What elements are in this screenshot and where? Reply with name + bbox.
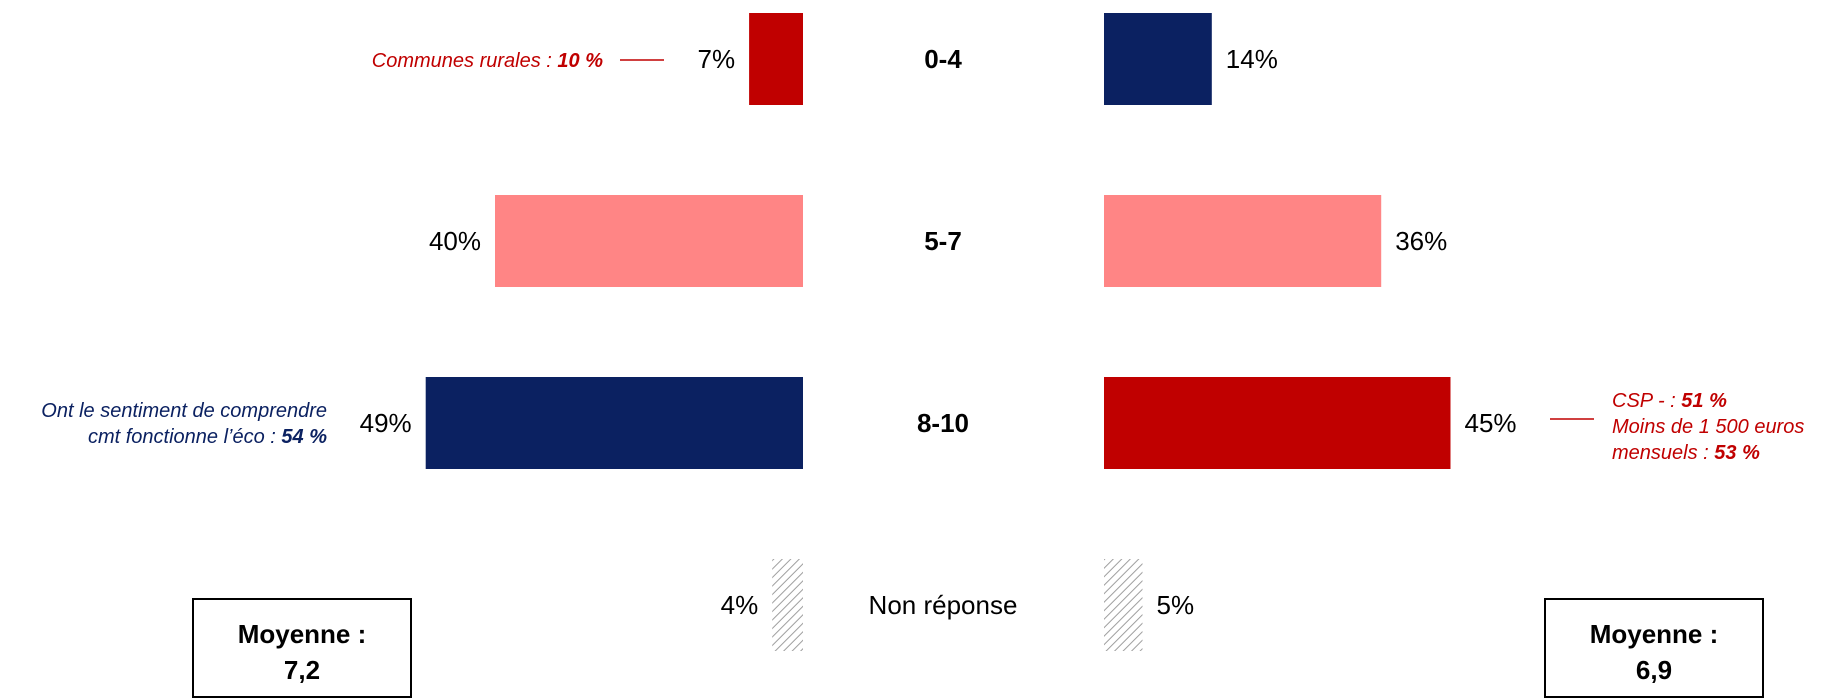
average-box-right: Moyenne : 6,9: [1544, 598, 1764, 698]
left-series-bars: [425, 13, 803, 651]
bar-left-cat-0-4: [749, 13, 803, 105]
value-label-left-cat-5-7: 40%: [429, 226, 481, 256]
average-label: Moyenne :: [237, 619, 367, 649]
average-box-left: Moyenne : 7,2: [192, 598, 412, 698]
annotation-text: Communes rurales :: [371, 50, 558, 72]
value-label-right-cat-8-10: 45%: [1465, 408, 1517, 438]
bar-left-cat-non-reponse: [772, 559, 803, 651]
annotation-text: cmt fonctionne l’éco :: [87, 426, 282, 448]
annotation-value: 54 %: [281, 426, 327, 448]
category-label-cat-0-4: 0-4: [924, 44, 962, 74]
bar-left-cat-8-10: [425, 377, 803, 469]
annotation-communes-rurales: Communes rurales : 10 %: [372, 48, 603, 74]
annotation-line-2: Moins de 1 500 euros: [1612, 416, 1805, 438]
value-label-right-cat-non-reponse: 5%: [1157, 590, 1195, 620]
category-labels: 0-4 5-7 8-10 Non réponse: [869, 44, 1018, 620]
value-labels: 7% 14% 40% 36% 49% 45% 4% 5%: [360, 44, 1517, 620]
category-label-cat-8-10: 8-10: [917, 408, 969, 438]
annotation-line-1: Ont le sentiment de comprendre: [41, 400, 327, 422]
average-value: 7,2: [283, 655, 321, 685]
bar-right-cat-5-7: [1104, 195, 1382, 287]
annotation-value: 10 %: [557, 50, 603, 72]
annotation-line-1: CSP - : 51 %: [1612, 388, 1804, 414]
annotation-value: 53 %: [1714, 442, 1760, 464]
value-label-right-cat-0-4: 14%: [1226, 44, 1278, 74]
bar-left-cat-5-7: [495, 195, 803, 287]
annotation-text: mensuels :: [1612, 442, 1715, 464]
bar-right-cat-0-4: [1104, 13, 1212, 105]
annotation-line-2: cmt fonctionne l’éco : 54 %: [41, 424, 327, 450]
right-series-bars: [1104, 13, 1451, 651]
average-label: Moyenne :: [1589, 619, 1719, 649]
category-label-cat-non-reponse: Non réponse: [869, 590, 1018, 620]
value-label-right-cat-5-7: 36%: [1395, 226, 1447, 256]
annotation-leader-lines: [620, 59, 1594, 420]
bar-right-cat-non-reponse: [1104, 559, 1143, 651]
annotation-comprendre-eco: Ont le sentiment de comprendre cmt fonct…: [41, 398, 327, 450]
annotation-line-3: mensuels : 53 %: [1612, 440, 1804, 466]
category-label-cat-5-7: 5-7: [924, 226, 962, 256]
bar-right-cat-8-10: [1104, 377, 1451, 469]
value-label-left-cat-non-reponse: 4%: [721, 590, 759, 620]
value-label-left-cat-0-4: 7%: [698, 44, 736, 74]
annotation-text: CSP - :: [1612, 390, 1682, 412]
annotation-csp-revenus: CSP - : 51 % Moins de 1 500 euros mensue…: [1612, 388, 1804, 466]
average-value: 6,9: [1635, 655, 1673, 685]
value-label-left-cat-8-10: 49%: [360, 408, 412, 438]
annotation-value: 51 %: [1681, 390, 1727, 412]
